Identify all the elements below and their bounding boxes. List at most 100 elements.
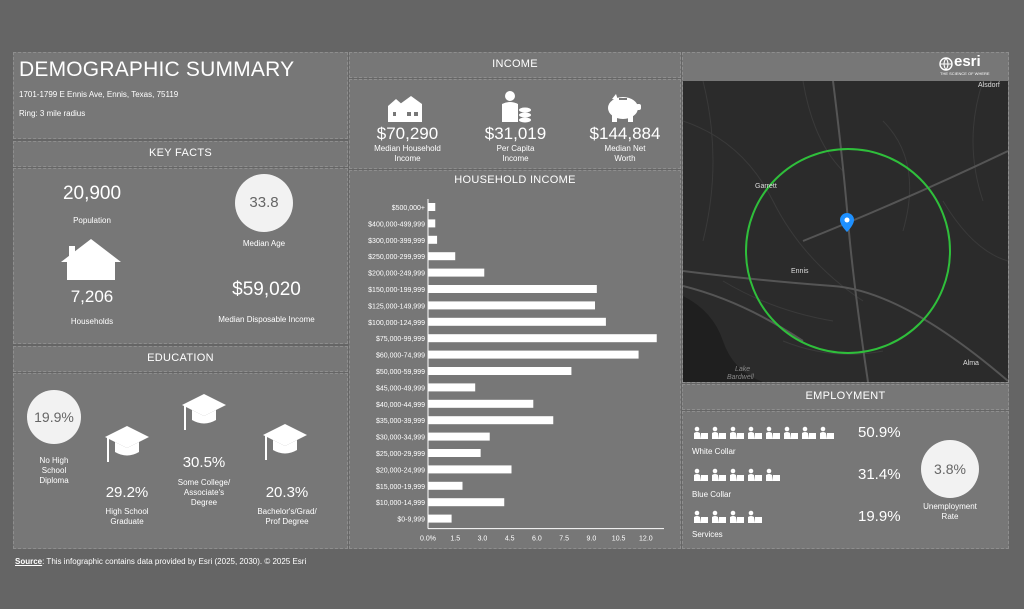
- person-coins-icon: [502, 91, 531, 123]
- category-label: $10,000-14,999: [376, 500, 425, 507]
- blue-collar-label: Blue Collar: [692, 490, 732, 499]
- white-collar-label: White Collar: [692, 447, 736, 456]
- category-label: $45,000-49,999: [376, 385, 425, 392]
- graduation-cap-icon: [182, 394, 226, 430]
- median-age-value: 33.8: [249, 194, 279, 211]
- worker-icon: [712, 468, 726, 481]
- households-label: Households: [70, 317, 114, 326]
- bach-label: Bachelor's/Grad/ Prof Degree: [242, 507, 332, 527]
- unemployment-label-2: Rate: [941, 512, 959, 521]
- graduation-cap-icon: [105, 426, 149, 462]
- worker-icon: [748, 468, 762, 481]
- source-text: : This infographic contains data provide…: [42, 557, 307, 566]
- services-value: 19.9%: [858, 508, 901, 525]
- bar: [428, 416, 554, 425]
- income-heading: INCOME: [349, 52, 681, 78]
- worker-icon: [784, 426, 798, 439]
- bar: [428, 383, 476, 392]
- education-heading: EDUCATION: [13, 346, 348, 372]
- college-label-2: Associate's: [183, 488, 225, 497]
- category-label: $500,000+: [392, 205, 425, 212]
- white-collar-icons: [693, 426, 837, 440]
- disp-income-value: $59,020: [232, 279, 301, 300]
- bar: [428, 465, 512, 474]
- x-tick-label: 6.0: [532, 536, 542, 543]
- no-hs-label-1: No High: [39, 456, 69, 465]
- map-label-garrett: Garrett: [755, 183, 777, 190]
- median-hh-value: $70,290: [376, 124, 439, 143]
- per-capita-label-1: Per Capita: [496, 144, 535, 153]
- household-income-chart: $500,000+ $400,000-499,999 $300,000-399,99…: [368, 199, 664, 543]
- footer-source: Source: This infographic contains data p…: [15, 557, 306, 566]
- services-label: Services: [692, 530, 723, 539]
- college-label-3: Degree: [190, 498, 218, 507]
- category-label: $40,000-44,999: [376, 402, 425, 409]
- x-tick-label: 7.5: [559, 536, 569, 543]
- bar: [428, 203, 436, 211]
- map-label-ennis: Ennis: [791, 268, 809, 275]
- x-tick-label: 12.0: [639, 536, 653, 543]
- bar: [428, 350, 639, 359]
- employment-heading: EMPLOYMENT: [682, 384, 1009, 410]
- category-label: $300,000-399,999: [368, 238, 425, 245]
- source-link[interactable]: Source: [15, 557, 43, 566]
- map-canvas[interactable]: Garrett Ennis Alma Alsdorf Lake Bardwell: [683, 81, 1008, 382]
- category-label: $75,000-99,999: [376, 336, 425, 343]
- bar: [428, 514, 452, 523]
- worker-icon: [712, 426, 726, 439]
- worker-icon: [730, 426, 744, 439]
- x-tick-label: 3.0: [478, 536, 488, 543]
- household-income-panel: HOUSEHOLD INCOME $500,000+ $400,000-499,9…: [349, 170, 681, 549]
- worker-icon: [730, 510, 744, 523]
- blue-collar-value: 31.4%: [858, 466, 901, 483]
- worker-icon: [766, 468, 780, 481]
- map-label-alma: Alma: [963, 360, 979, 367]
- category-label: $30,000-34,999: [376, 435, 425, 442]
- unemployment-label: Unemployment Rate: [910, 502, 990, 522]
- bach-label-2: Prof Degree: [265, 517, 309, 526]
- services-icons: [693, 510, 765, 524]
- category-label: $150,000-199,999: [368, 287, 425, 294]
- bar: [428, 367, 572, 375]
- map-label-alsdorf: Alsdorf: [978, 82, 1000, 89]
- worker-icon: [820, 426, 834, 439]
- category-label: $20,000-24,999: [376, 467, 425, 474]
- bar: [428, 334, 657, 343]
- category-label: $200,000-249,999: [368, 271, 425, 278]
- address-text: 1701-1799 E Ennis Ave, Ennis, Texas, 751…: [19, 90, 179, 99]
- no-hs-label-3: Diploma: [39, 476, 69, 485]
- ring-text: Ring: 3 mile radius: [19, 109, 86, 118]
- bach-label-1: Bachelor's/Grad/: [257, 507, 317, 516]
- worker-icon: [802, 426, 816, 439]
- unemployment-label-1: Unemployment: [923, 502, 977, 511]
- category-label: $125,000-149,999: [368, 303, 425, 310]
- bar: [428, 301, 596, 310]
- map-panel: esri THE SCIENCE OF WHERE Garrett Ennis …: [682, 52, 1009, 383]
- bar: [428, 235, 438, 244]
- category-label: $100,000-124,999: [368, 320, 425, 327]
- hs-label-1: High School: [105, 507, 149, 516]
- worker-icon: [694, 426, 708, 439]
- population-value: 20,900: [62, 183, 122, 204]
- piggy-bank-icon: [608, 94, 641, 122]
- bar: [428, 399, 534, 408]
- population-label: Population: [73, 216, 111, 225]
- net-worth-label-1: Median Net: [604, 144, 646, 153]
- category-label: $0-9,999: [397, 517, 425, 524]
- x-tick-label: 1.5: [450, 536, 460, 543]
- bar: [428, 449, 481, 457]
- net-worth-label: Median Net Worth: [575, 144, 675, 164]
- net-worth-label-2: Worth: [614, 154, 636, 163]
- globe-icon: [939, 57, 953, 71]
- key-facts-panel: 20,900 Population 33.8 Median Age 7,206 …: [13, 168, 348, 344]
- key-facts-heading: KEY FACTS: [13, 141, 348, 167]
- chart-title: HOUSEHOLD INCOME: [454, 174, 576, 186]
- net-worth-value: $144,884: [589, 124, 661, 143]
- bach-value: 20.3%: [265, 484, 309, 501]
- worker-icon: [748, 426, 762, 439]
- worker-icon: [766, 426, 780, 439]
- worker-icon: [694, 468, 708, 481]
- x-tick-label: 0.0%: [420, 536, 436, 543]
- hs-label: High School Graduate: [87, 507, 167, 527]
- bar: [428, 317, 606, 326]
